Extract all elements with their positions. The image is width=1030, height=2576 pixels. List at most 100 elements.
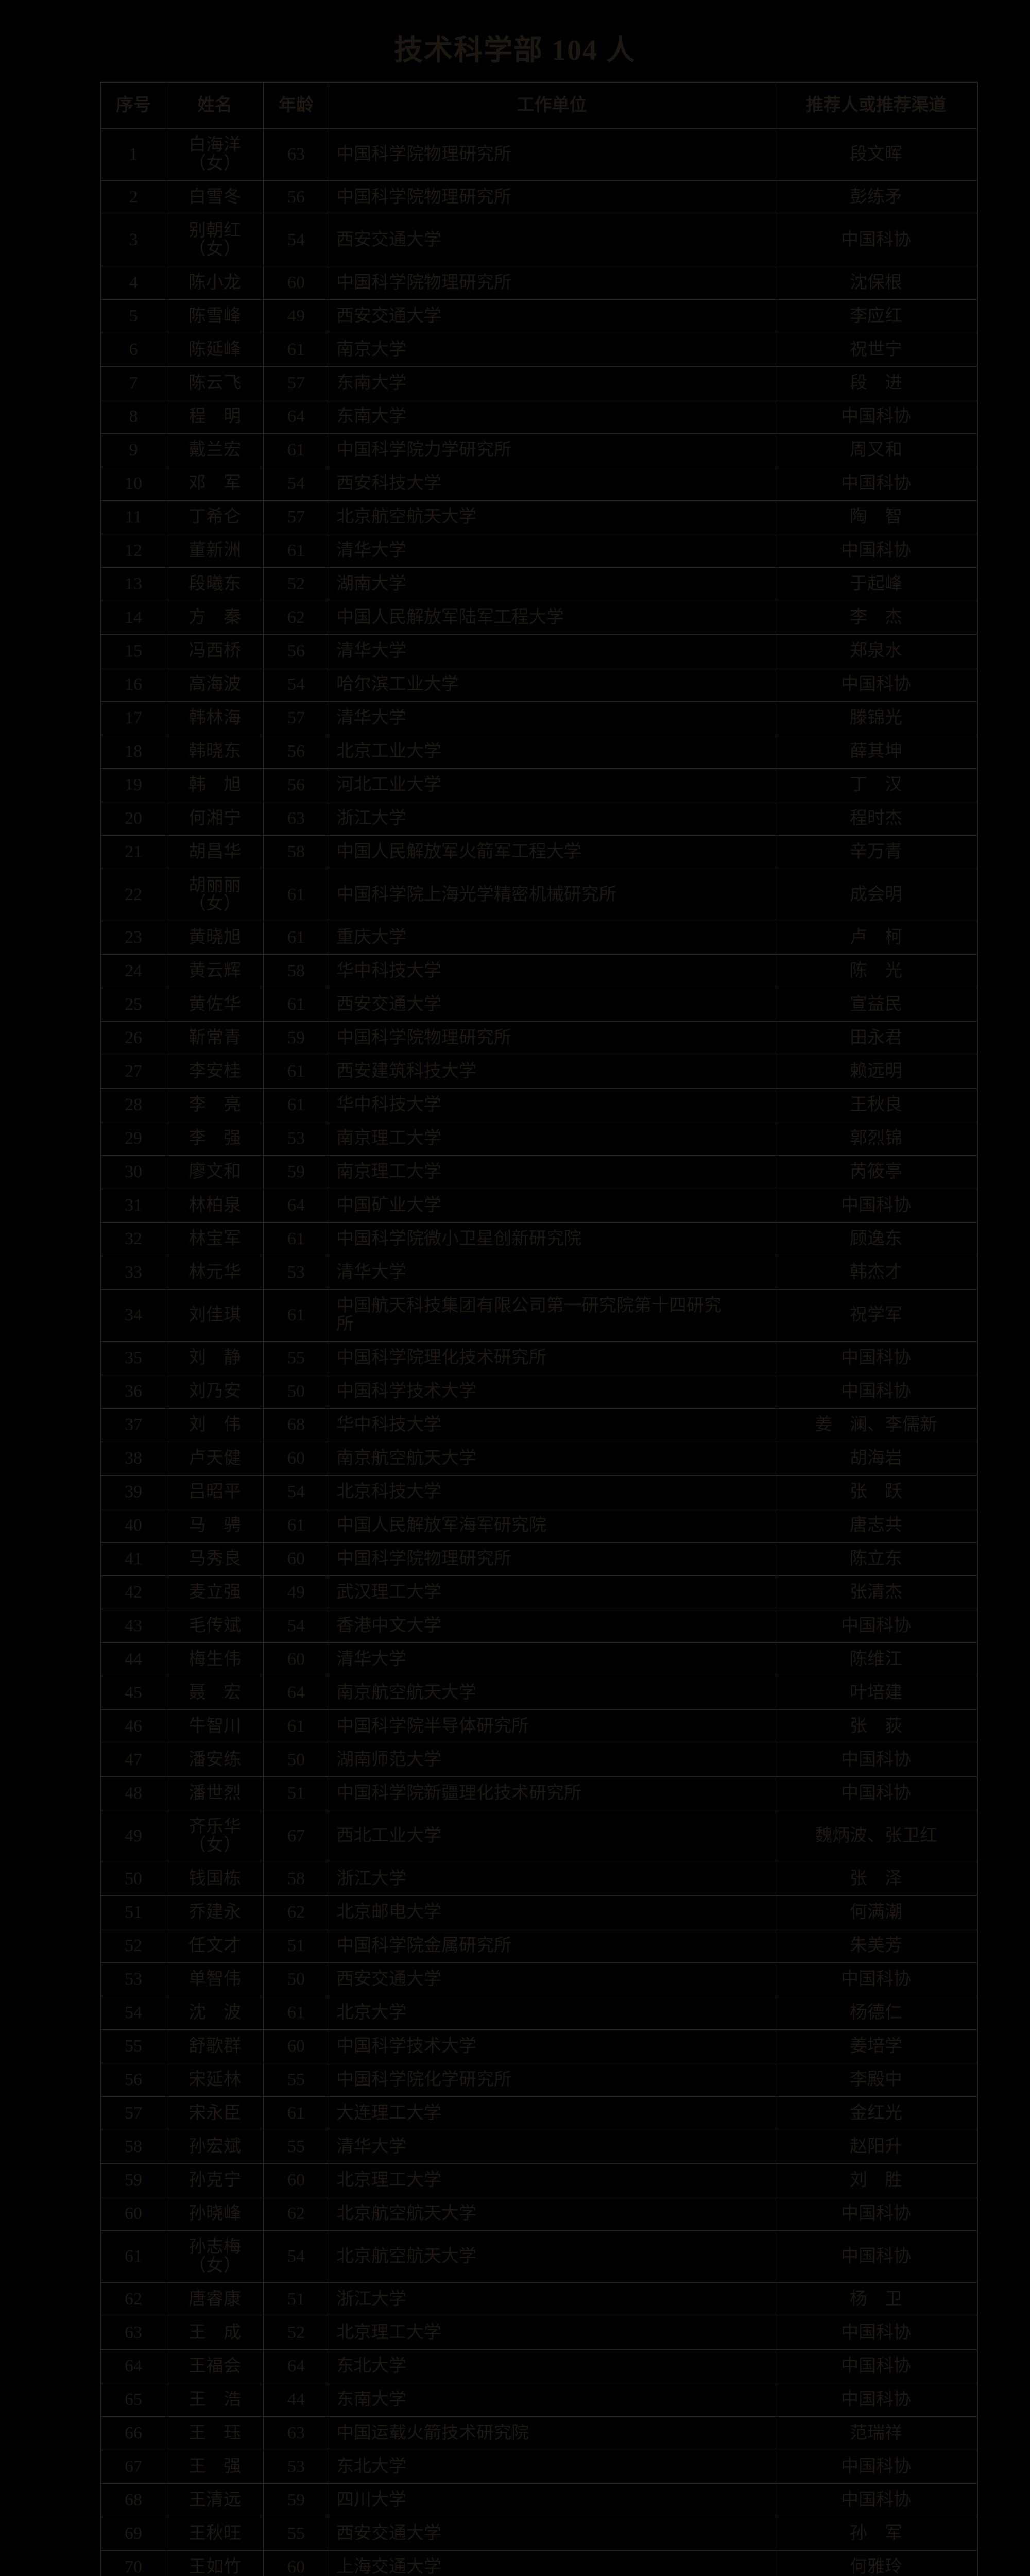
cell-serial-number: 55 <box>100 2029 166 2063</box>
table-row: 19 韩 旭 56 河北工业大学丁 汉 <box>100 768 978 802</box>
cell-recommender: 赖远明 <box>775 1055 978 1089</box>
cell-work-unit: 华中科技大学 <box>329 1408 775 1442</box>
table-row: 46 牛智川 61 中国科学院半导体研究所张 荻 <box>100 1709 978 1743</box>
cell-age: 53 <box>263 2450 329 2484</box>
cell-name: 丁希仑 <box>166 500 264 534</box>
cell-name: 陈云飞 <box>166 366 264 400</box>
cell-age: 62 <box>263 2197 329 2231</box>
cell-name: 韩晓东 <box>166 735 264 769</box>
cell-age: 61 <box>263 333 329 367</box>
cell-serial-number: 65 <box>100 2383 166 2417</box>
table-row: 6 陈延峰 61 南京大学 祝世宁 <box>100 333 978 367</box>
cell-recommender: 杨德仁 <box>775 1996 978 2030</box>
cell-age: 61 <box>263 1222 329 1256</box>
cell-serial-number: 7 <box>100 366 166 400</box>
cell-name: 麦立强 <box>166 1575 264 1609</box>
cell-age: 63 <box>263 802 329 836</box>
cell-work-unit: 西安交通大学 <box>329 2517 775 2551</box>
cell-work-unit: 北京大学 <box>329 1996 775 2030</box>
table-row: 61 孙志梅 （女） 54 北京航空航天大学 中国科协 <box>100 2230 978 2283</box>
cell-work-unit: 西安交通大学 <box>329 214 775 266</box>
cell-serial-number: 25 <box>100 988 166 1022</box>
cell-serial-number: 42 <box>100 1575 166 1609</box>
cell-name: 马秀良 <box>166 1542 264 1576</box>
cell-serial-number: 66 <box>100 2416 166 2450</box>
cell-work-unit: 中国科学院力学研究所 <box>329 433 775 467</box>
cell-work-unit: 中国航天科技集团有限公司第一研究院第十四研究所 <box>329 1289 775 1342</box>
cell-recommender: 中国科协 <box>775 1189 978 1223</box>
table-row: 22 胡丽丽 （女） 61 中国科学院上海光学精密机械研究所 成会明 <box>100 869 978 921</box>
cell-work-unit: 大连理工大学 <box>329 2096 775 2130</box>
cell-name: 潘安练 <box>166 1743 264 1777</box>
table-row: 39 吕昭平 54 北京科技大学张 跃 <box>100 1475 978 1509</box>
cell-name: 李 亮 <box>166 1088 264 1122</box>
table-row: 59 孙克宁 60 北京理工大学刘 胜 <box>100 2163 978 2197</box>
cell-serial-number: 38 <box>100 1442 166 1476</box>
cell-name: 孙宏斌 <box>166 2130 264 2164</box>
cell-recommender: 中国科协 <box>775 2197 978 2231</box>
cell-serial-number: 22 <box>100 869 166 921</box>
cell-work-unit: 西安建筑科技大学 <box>329 1055 775 1089</box>
cell-work-unit: 浙江大学 <box>329 1862 775 1896</box>
cell-name: 舒歌群 <box>166 2029 264 2063</box>
cell-work-unit: 西安交通大学 <box>329 988 775 1022</box>
table-row: 57 宋永臣 61 大连理工大学 金红光 <box>100 2096 978 2130</box>
table-row: 1 白海洋 （女） 63 中国科学院物理研究所 段文晖 <box>100 128 978 181</box>
cell-name: 王秋旺 <box>166 2517 264 2551</box>
cell-name: 李 强 <box>166 1122 264 1156</box>
cell-serial-number: 1 <box>100 128 166 181</box>
cell-age: 49 <box>263 1575 329 1609</box>
cell-work-unit: 中国科学院物理研究所 <box>329 1021 775 1055</box>
cell-serial-number: 20 <box>100 802 166 836</box>
column-header-work-unit: 工作单位 <box>329 82 775 129</box>
table-row: 52 任文才 51 中国科学院金属研究所 朱美芳 <box>100 1929 978 1963</box>
cell-name: 段曦东 <box>166 567 264 601</box>
cell-name: 刘 伟 <box>166 1408 264 1442</box>
table-row: 51 乔建永 62 北京邮电大学 何满潮 <box>100 1895 978 1929</box>
cell-age: 61 <box>263 433 329 467</box>
cell-name: 韩林海 <box>166 701 264 735</box>
cell-name: 潘世烈 <box>166 1776 264 1810</box>
cell-recommender: 唐志共 <box>775 1509 978 1543</box>
cell-serial-number: 45 <box>100 1676 166 1710</box>
cell-recommender: 郑泉水 <box>775 634 978 668</box>
cell-serial-number: 19 <box>100 768 166 802</box>
cell-age: 55 <box>263 2063 329 2097</box>
cell-serial-number: 31 <box>100 1189 166 1223</box>
cell-age: 51 <box>263 2282 329 2316</box>
cell-name: 方 秦 <box>166 601 264 635</box>
cell-name: 宋永臣 <box>166 2096 264 2130</box>
cell-recommender: 陈维江 <box>775 1642 978 1676</box>
cell-age: 57 <box>263 500 329 534</box>
cell-recommender: 王秋良 <box>775 1088 978 1122</box>
table-row: 18 韩晓东 56 北京工业大学 薛其坤 <box>100 735 978 769</box>
table-row: 69 王秋旺 55 西安交通大学孙 军 <box>100 2517 978 2551</box>
cell-name: 孙志梅 （女） <box>166 2230 264 2283</box>
cell-serial-number: 13 <box>100 567 166 601</box>
cell-age: 61 <box>263 1055 329 1089</box>
cell-recommender: 中国科协 <box>775 2383 978 2417</box>
cell-work-unit: 北京理工大学 <box>329 2163 775 2197</box>
cell-work-unit: 上海交通大学 <box>329 2550 775 2576</box>
cell-name: 靳常青 <box>166 1021 264 1055</box>
cell-name: 戴兰宏 <box>166 433 264 467</box>
cell-work-unit: 东南大学 <box>329 400 775 434</box>
cell-work-unit: 重庆大学 <box>329 921 775 955</box>
cell-name: 梅生伟 <box>166 1642 264 1676</box>
cell-work-unit: 东北大学 <box>329 2450 775 2484</box>
cell-name: 陈延峰 <box>166 333 264 367</box>
table-row: 56 宋延林 55 中国科学院化学研究所 李殿中 <box>100 2063 978 2097</box>
cell-serial-number: 37 <box>100 1408 166 1442</box>
cell-serial-number: 21 <box>100 835 166 869</box>
table-row: 49 齐乐华 （女） 67 西北工业大学 魏炳波、张卫红 <box>100 1810 978 1862</box>
cell-recommender: 陶 智 <box>775 500 978 534</box>
cell-recommender: 中国科协 <box>775 1776 978 1810</box>
cell-recommender: 郭烈锦 <box>775 1122 978 1156</box>
cell-age: 62 <box>263 1895 329 1929</box>
cell-age: 55 <box>263 2517 329 2551</box>
cell-recommender: 朱美芳 <box>775 1929 978 1963</box>
cell-name: 冯西桥 <box>166 634 264 668</box>
cell-recommender: 中国科协 <box>775 1609 978 1643</box>
column-header-recommender: 推荐人或推荐渠道 <box>775 82 978 129</box>
